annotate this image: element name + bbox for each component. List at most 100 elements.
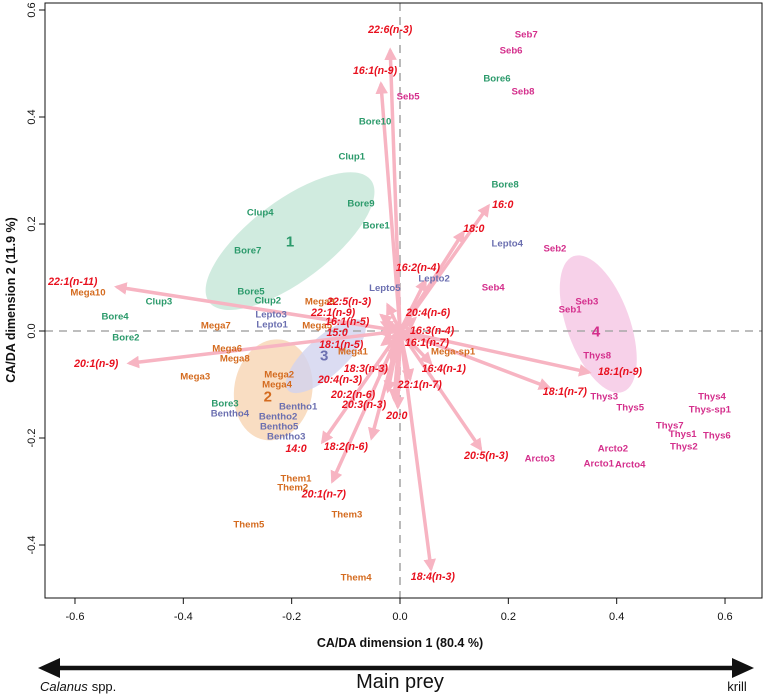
vector-label-18-1-n-7: 18:1(n-7) bbox=[543, 386, 588, 398]
point-label-bore1: Bore1 bbox=[363, 221, 391, 232]
point-label-arcto4: Arcto4 bbox=[615, 459, 646, 470]
vector-label-14-0: 14:0 bbox=[285, 443, 306, 455]
vector-label-22-6-n-3: 22:6(n-3) bbox=[367, 24, 413, 36]
krill-label: krill bbox=[727, 679, 747, 694]
vector-label-18-2-n-6: 18:2(n-6) bbox=[324, 441, 369, 453]
point-label-thys3: Thys3 bbox=[590, 391, 618, 402]
point-label-mega4: Mega4 bbox=[262, 380, 293, 391]
point-label-bore2: Bore2 bbox=[112, 332, 139, 343]
point-label-bentho2: Bentho2 bbox=[259, 412, 297, 423]
vector-arrow-20-4-n-6 bbox=[398, 316, 417, 333]
point-label-thys1: Thys1 bbox=[669, 429, 697, 440]
point-label-seb2: Seb2 bbox=[543, 244, 566, 255]
sample-labels: Clup1 Bore10 Bore6 Bore8 Clup4 Bore9 Bore1 Bore… bbox=[70, 30, 731, 584]
vector-label-20-4-n-3: 20:4(n-3) bbox=[317, 374, 363, 386]
point-label-clup4: Clup4 bbox=[247, 207, 274, 218]
vector-arrow-16-1-n-9 bbox=[375, 81, 402, 333]
vector-label-16-0: 16:0 bbox=[492, 199, 513, 211]
point-label-them4: Them4 bbox=[341, 573, 373, 584]
point-label-bore6: Bore6 bbox=[483, 74, 510, 85]
point-label-mega8: Mega8 bbox=[220, 353, 251, 364]
gradient-arrow-right-head bbox=[732, 658, 754, 678]
y-tick-label-1: -0.2 bbox=[26, 429, 38, 448]
vector-label-16-1-n-7: 16:1(n-7) bbox=[405, 337, 450, 349]
point-label-thys2: Thys2 bbox=[670, 442, 698, 453]
vector-arrow-20-1-n-7 bbox=[330, 329, 402, 484]
point-label-them5: Them5 bbox=[233, 520, 265, 531]
vector-arrow-22-6-n-3 bbox=[384, 47, 402, 333]
vector-arrow-22-1-n-11 bbox=[114, 282, 402, 333]
point-label-thys5: Thys5 bbox=[616, 403, 644, 414]
point-label-clup3: Clup3 bbox=[146, 297, 173, 308]
point-label-bore8: Bore8 bbox=[491, 179, 519, 190]
vector-label-20-1-n-9: 20:1(n-9) bbox=[73, 358, 119, 370]
group-4-centroid-label: 4 bbox=[592, 324, 601, 341]
vector-arrow-18-1-n-7 bbox=[398, 329, 552, 390]
point-label-seb6: Seb6 bbox=[500, 46, 523, 57]
x-tick-label-5: 0.4 bbox=[609, 611, 624, 623]
point-label-bentho5: Bentho5 bbox=[260, 421, 299, 432]
vector-label-18-0: 18:0 bbox=[463, 223, 484, 235]
group-labels: 1 2 3 4 bbox=[264, 234, 601, 406]
vector-label-15-0: 15:0 bbox=[327, 327, 348, 339]
vector-label-16-4-n-1: 16:4(n-1) bbox=[422, 363, 467, 375]
loading-labels: 22:6(n-3) 16:1(n-9) 16:0 18:0 16:2(n-4) 22:1(… bbox=[47, 24, 642, 583]
y-tick-label-3: 0.2 bbox=[26, 216, 38, 231]
point-label-them2: Them2 bbox=[277, 482, 308, 493]
point-label-arcto2: Arcto2 bbox=[598, 444, 628, 455]
vector-arrow-18-0 bbox=[398, 229, 465, 333]
point-label-seb3: Seb3 bbox=[575, 297, 598, 308]
vector-arrow-18-1-n-9 bbox=[398, 329, 592, 377]
group-1-ellipse bbox=[205, 172, 375, 310]
calanus-spp: spp. bbox=[92, 679, 117, 694]
point-label-lepto1: Lepto1 bbox=[256, 320, 288, 331]
y-tick-label-5: 0.6 bbox=[26, 2, 38, 17]
vector-arrow-18-2-n-6 bbox=[368, 329, 402, 441]
point-label-bore3: Bore3 bbox=[211, 398, 238, 409]
y-tick-label-4: 0.4 bbox=[26, 109, 38, 124]
point-label-thys7: Thys7 bbox=[656, 421, 684, 432]
point-label-bentho1: Bentho1 bbox=[279, 401, 318, 412]
point-label-lepto4: Lepto4 bbox=[492, 238, 524, 249]
group-2-ellipse bbox=[233, 339, 313, 441]
x-tick-label-6: 0.6 bbox=[717, 611, 732, 623]
y-axis-title: CA/DA dimension 2 (11.9 %) bbox=[4, 217, 18, 383]
calanus-genus: Calanus bbox=[40, 679, 88, 694]
group-1-centroid-label: 1 bbox=[286, 234, 294, 251]
gradient-arrow-left-head bbox=[38, 658, 60, 678]
point-label-bentho3: Bentho3 bbox=[267, 431, 305, 442]
vector-arrow-14-0 bbox=[320, 329, 402, 445]
vector-arrow-20-5-n-3 bbox=[398, 329, 483, 452]
point-label-clup2: Clup2 bbox=[254, 296, 281, 307]
x-tick-label-3: 0.0 bbox=[392, 611, 407, 623]
point-label-mega1: Mega1 bbox=[338, 346, 369, 357]
point-label-them3: Them3 bbox=[331, 510, 362, 521]
vector-arrow-18-4-n-3 bbox=[398, 329, 436, 572]
point-label-thys4: Thys4 bbox=[698, 391, 726, 402]
point-label-mega7: Mega7 bbox=[201, 321, 231, 332]
group-4-ellipse bbox=[559, 255, 637, 393]
point-label-seb4: Seb4 bbox=[482, 283, 506, 294]
main-prey-gradient-arrow bbox=[38, 658, 754, 678]
point-label-thys-sp1: Thys-sp1 bbox=[689, 405, 732, 416]
x-axis-title: CA/DA dimension 1 (80.4 %) bbox=[317, 636, 483, 650]
vector-label-18-1-n-5: 18:1(n-5) bbox=[319, 339, 364, 351]
x-tick-label-0: -0.6 bbox=[65, 611, 84, 623]
point-label-arcto1: Arcto1 bbox=[584, 459, 615, 470]
plot-frame bbox=[44, 2, 763, 599]
vector-label-16-2-n-4: 16:2(n-4) bbox=[396, 262, 441, 274]
point-label-thys8: Thys8 bbox=[583, 351, 611, 362]
point-label-bore7: Bore7 bbox=[234, 245, 261, 256]
point-label-seb7: Seb7 bbox=[515, 30, 538, 41]
point-label-mega5: Mega5 bbox=[302, 321, 333, 332]
y-axis-ticks: -0.4 -0.2 0.0 0.2 0.4 0.6 bbox=[26, 2, 45, 554]
y-tick-label-2: 0.0 bbox=[26, 323, 38, 338]
calanus-label: Calanus spp. bbox=[40, 679, 116, 694]
x-tick-label-1: -0.4 bbox=[174, 611, 193, 623]
vector-arrow-20-1-n-9 bbox=[126, 329, 402, 369]
point-label-mega2: Mega2 bbox=[264, 369, 294, 380]
point-label-them1: Them1 bbox=[281, 474, 313, 485]
vector-label-22-5-n-3: 22:5(n-3) bbox=[326, 296, 372, 308]
vector-label-18-1-n-9: 18:1(n-9) bbox=[598, 366, 643, 378]
